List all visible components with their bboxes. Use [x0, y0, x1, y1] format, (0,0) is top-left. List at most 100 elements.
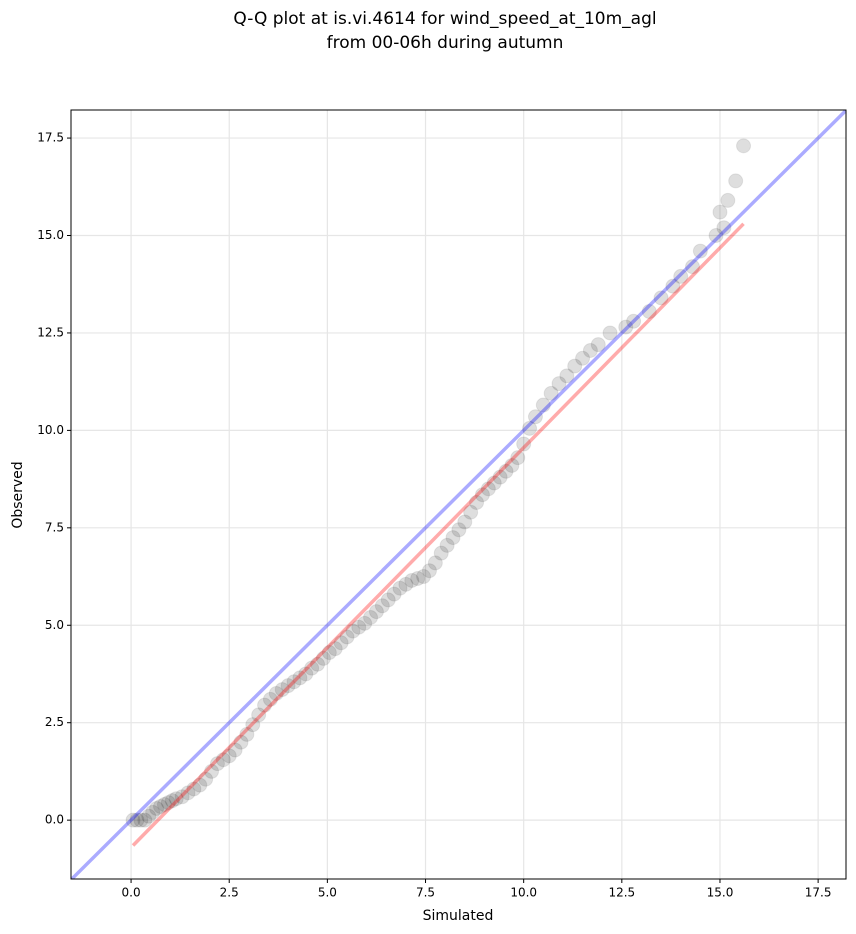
point — [716, 220, 732, 236]
ticks: 0.0 2.5 5.0 7.5 10.0 12.5 15.0 17.5 0.0 2.5 5.0 7.5… — [37, 131, 831, 900]
point — [153, 799, 169, 815]
point — [504, 457, 520, 473]
point — [474, 487, 490, 503]
point — [380, 592, 396, 608]
point — [174, 789, 190, 805]
point — [180, 785, 196, 801]
x-tick-label: 0.0 — [122, 886, 141, 900]
point — [204, 763, 220, 779]
x-tick-label: 17.5 — [805, 886, 832, 900]
point — [164, 793, 180, 809]
point — [692, 243, 708, 259]
point — [298, 666, 314, 682]
point — [315, 650, 331, 666]
point — [410, 570, 426, 586]
point — [567, 358, 583, 374]
point — [618, 319, 634, 335]
point — [451, 522, 467, 538]
point — [480, 481, 496, 497]
x-tick-label: 2.5 — [220, 886, 239, 900]
point — [498, 463, 514, 479]
point — [728, 173, 744, 189]
point — [327, 641, 343, 657]
point — [186, 781, 202, 797]
point — [551, 376, 567, 392]
point — [522, 420, 538, 436]
point — [398, 576, 414, 592]
point — [168, 791, 184, 807]
point — [160, 795, 176, 811]
point — [357, 615, 373, 631]
point — [653, 290, 669, 306]
x-tick-label: 10.0 — [510, 886, 537, 900]
y-tick-label: 15.0 — [37, 228, 64, 242]
point — [590, 337, 606, 353]
point — [233, 734, 249, 750]
point — [392, 580, 408, 596]
point — [684, 259, 700, 275]
point — [486, 475, 502, 491]
point — [209, 756, 225, 772]
point — [310, 656, 326, 672]
point — [221, 748, 237, 764]
point — [227, 742, 243, 758]
point — [251, 707, 267, 723]
y-tick-label: 0.0 — [45, 813, 64, 827]
point — [286, 674, 302, 690]
point — [421, 563, 437, 579]
point — [333, 635, 349, 651]
point — [641, 304, 657, 320]
point — [192, 777, 208, 793]
x-tick-label: 15.0 — [707, 886, 734, 900]
point — [198, 771, 214, 787]
point — [457, 514, 473, 530]
chart-title: Q-Q plot at is.vi.4614 for wind_speed_at… — [233, 9, 656, 29]
point — [257, 697, 273, 713]
point — [559, 368, 575, 384]
point — [516, 436, 532, 452]
reference-line — [71, 110, 846, 879]
point — [427, 555, 443, 571]
point — [386, 586, 402, 602]
point — [510, 450, 526, 466]
point — [673, 268, 689, 284]
point — [469, 494, 485, 510]
point — [125, 812, 141, 828]
point — [439, 537, 455, 553]
point — [239, 726, 255, 742]
point — [626, 313, 642, 329]
point — [262, 691, 278, 707]
point — [321, 645, 337, 661]
point — [274, 682, 290, 698]
point — [720, 192, 736, 208]
point — [292, 670, 308, 686]
chart-subtitle: from 00-06h during autumn — [327, 33, 564, 53]
y-tick-label: 2.5 — [45, 715, 64, 729]
point — [712, 204, 728, 220]
point — [133, 812, 149, 828]
point — [374, 598, 390, 614]
point — [137, 812, 153, 828]
point — [543, 385, 559, 401]
point — [368, 604, 384, 620]
point — [582, 342, 598, 358]
y-tick-label: 12.5 — [37, 325, 64, 339]
point — [492, 469, 508, 485]
point — [708, 228, 724, 244]
x-tick-label: 7.5 — [416, 886, 435, 900]
point — [215, 752, 231, 768]
y-axis-label: Observed — [10, 461, 26, 528]
y-tick-label: 7.5 — [45, 520, 64, 534]
x-axis-label: Simulated — [423, 908, 494, 924]
point — [304, 660, 320, 676]
point — [463, 504, 479, 520]
point — [129, 812, 145, 828]
point — [575, 350, 591, 366]
point — [149, 800, 165, 816]
point — [433, 545, 449, 561]
point — [268, 685, 284, 701]
point — [404, 572, 420, 588]
point — [363, 609, 379, 625]
point — [665, 278, 681, 294]
